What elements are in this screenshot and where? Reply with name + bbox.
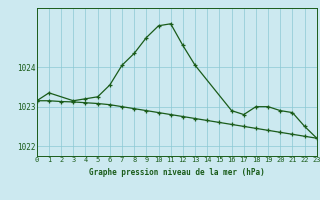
X-axis label: Graphe pression niveau de la mer (hPa): Graphe pression niveau de la mer (hPa) — [89, 168, 265, 177]
